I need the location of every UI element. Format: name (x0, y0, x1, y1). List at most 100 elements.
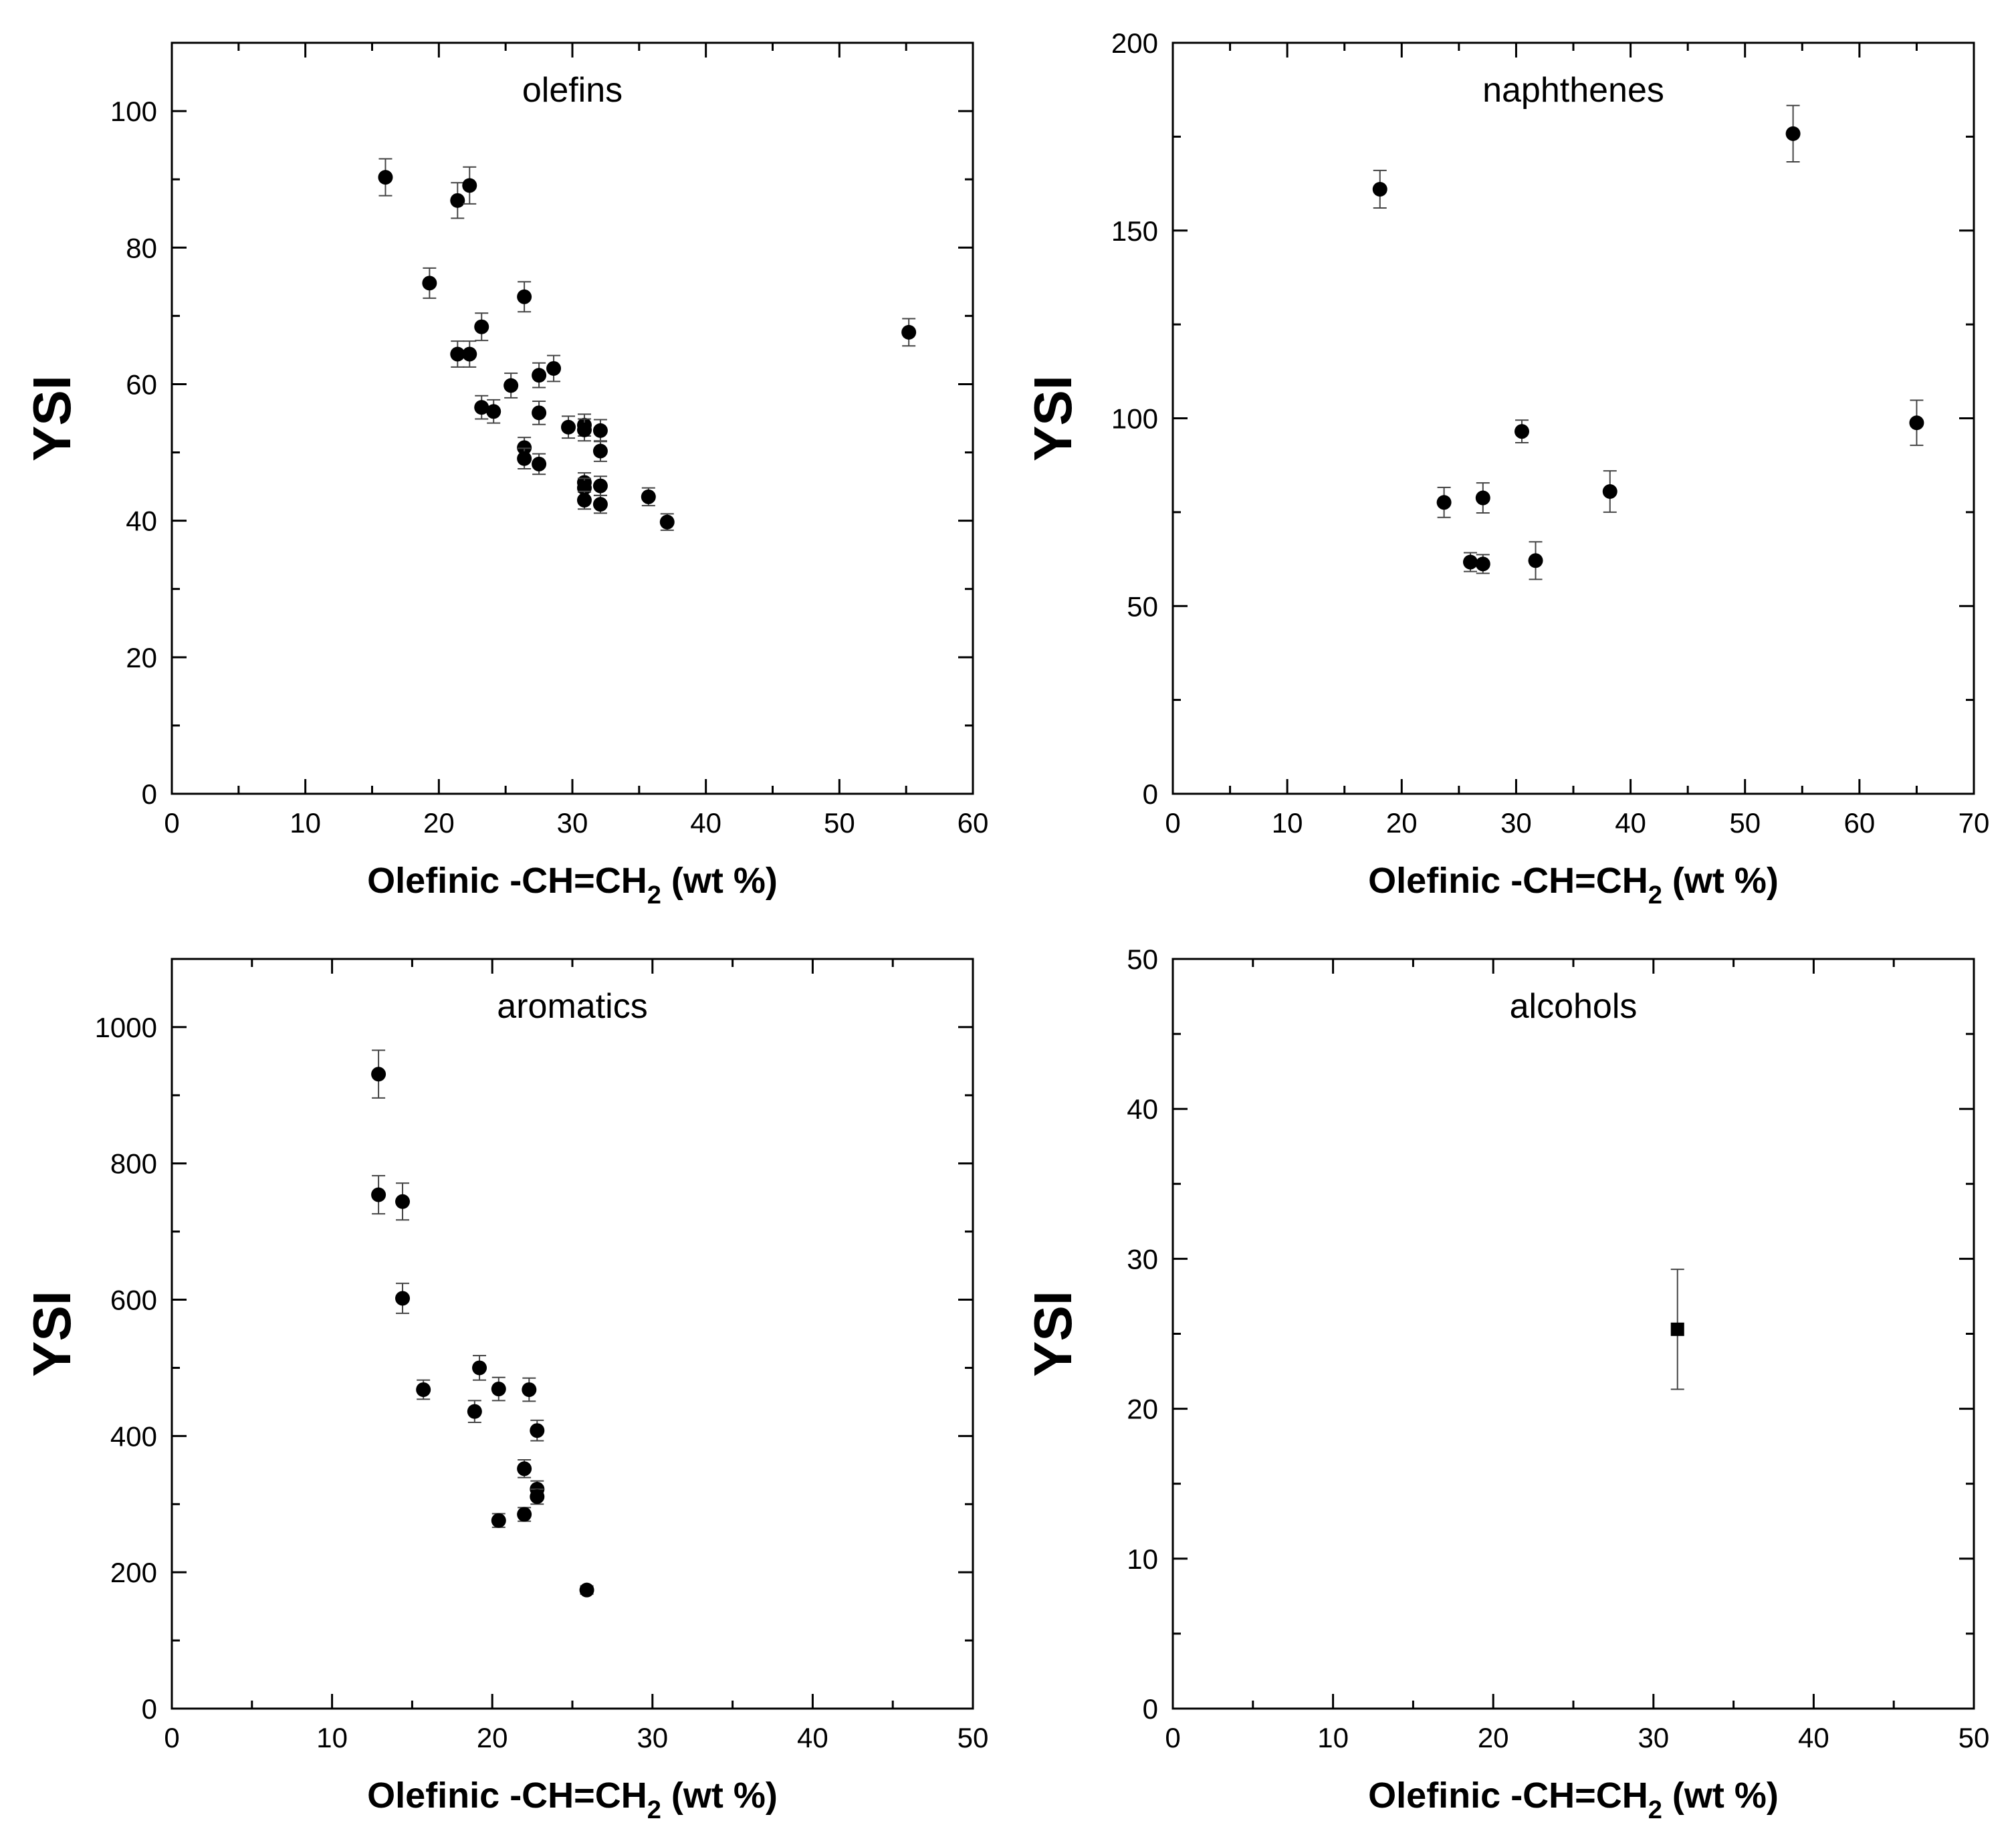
data-point (1528, 553, 1543, 568)
data-point (522, 1382, 537, 1398)
x-tick-label: 50 (1958, 1722, 1990, 1753)
y-tick-label: 0 (1143, 778, 1158, 810)
data-point (592, 423, 608, 438)
y-tick-label: 20 (1127, 1394, 1158, 1425)
y-tick-label: 200 (110, 1557, 157, 1588)
panel-title: naphthenes (1482, 71, 1664, 110)
x-tick-label: 20 (1386, 807, 1418, 839)
y-tick-label: 50 (1127, 590, 1158, 622)
data-point (579, 1582, 594, 1598)
data-point (530, 1489, 545, 1505)
y-tick-label: 0 (142, 778, 157, 810)
data-point (1475, 490, 1490, 506)
y-tick-label: 40 (1127, 1093, 1158, 1125)
x-tick-label: 30 (557, 807, 588, 839)
data-point (517, 451, 532, 466)
y-tick-label: 800 (110, 1148, 157, 1180)
y-tick-label: 1000 (95, 1012, 157, 1043)
data-point (546, 360, 562, 376)
x-tick-label: 20 (477, 1722, 508, 1753)
x-axis-label: Olefinic -CH=CH2 (wt %) (1368, 1775, 1779, 1824)
data-point (641, 489, 656, 504)
data-point (503, 378, 519, 393)
plot-frame (171, 41, 974, 795)
x-tick-label: 40 (1615, 807, 1646, 839)
data-point (1602, 483, 1617, 499)
y-tick-label: 0 (1143, 1693, 1158, 1725)
x-tick-label: 10 (1317, 1722, 1349, 1753)
data-point (530, 1423, 545, 1438)
data-point (592, 497, 608, 512)
data-point (416, 1382, 431, 1398)
olefins-panel: 0 10 20 30 40 50 60 0 20 40 60 80 100 olefins Olefinic… (22, 41, 988, 909)
y-tick-label: 40 (126, 506, 157, 537)
data-point (378, 170, 393, 185)
y-axis-label: YSI (1023, 1291, 1083, 1377)
x-tick-label: 50 (958, 1722, 989, 1753)
panel-title: aromatics (497, 987, 647, 1026)
x-tick-label: 0 (1165, 807, 1180, 839)
y-tick-label: 150 (1111, 215, 1158, 247)
data-point (532, 456, 547, 471)
x-tick-label: 30 (637, 1722, 668, 1753)
data-point (491, 1513, 506, 1528)
data-point (576, 493, 592, 508)
y-axis-label: YSI (22, 375, 82, 461)
x-tick-label: 10 (316, 1722, 348, 1753)
x-tick-label: 70 (1958, 807, 1990, 839)
data-point (1372, 181, 1387, 197)
y-tick-label: 400 (110, 1420, 157, 1452)
data-point (1670, 1322, 1684, 1336)
data-point (467, 1404, 482, 1419)
y-tick-label: 600 (110, 1285, 157, 1316)
data-point (1909, 415, 1924, 431)
data-point (561, 419, 576, 435)
naphthenes-panel: 0 10 20 30 40 50 60 70 0 50 100 150 200 naphthenes Ole… (1023, 27, 1989, 909)
x-axis-label: Olefinic -CH=CH2 (wt %) (1368, 861, 1779, 909)
data-point (517, 289, 532, 304)
y-tick-label: 100 (110, 96, 157, 127)
x-axis-label: Olefinic -CH=CH2 (wt %) (367, 861, 778, 909)
data-point (517, 1507, 532, 1522)
data-point (395, 1291, 411, 1306)
data-point (592, 443, 608, 459)
plot-frame (1171, 958, 1975, 1710)
panel-title: alcohols (1510, 987, 1638, 1026)
y-tick-label: 0 (142, 1693, 157, 1725)
x-tick-label: 60 (1843, 807, 1875, 839)
x-tick-label: 50 (1729, 807, 1761, 839)
y-tick-label: 100 (1111, 403, 1158, 435)
aromatics-panel: 0 10 20 30 40 50 0 200 400 600 800 1000 aromatics Ole… (22, 958, 989, 1824)
x-tick-label: 40 (1798, 1722, 1829, 1753)
data-point (1436, 495, 1452, 510)
x-tick-label: 30 (1500, 807, 1532, 839)
plot-frame (171, 958, 974, 1710)
data-point (491, 1382, 506, 1397)
data-point (422, 276, 437, 291)
data-point (659, 514, 675, 530)
y-tick-label: 60 (126, 368, 157, 400)
data-point (371, 1067, 386, 1082)
data-point (901, 324, 917, 340)
x-axis-label: Olefinic -CH=CH2 (wt %) (367, 1775, 778, 1824)
x-tick-label: 10 (290, 807, 321, 839)
data-point (532, 368, 547, 383)
x-tick-label: 40 (690, 807, 721, 839)
y-tick-label: 80 (126, 232, 157, 263)
panel-title: olefins (522, 71, 623, 110)
data-point (474, 400, 489, 415)
x-tick-label: 40 (797, 1722, 828, 1753)
data-point (517, 440, 532, 455)
data-point (1462, 554, 1478, 570)
x-tick-label: 20 (1478, 1722, 1509, 1753)
x-tick-label: 0 (164, 807, 179, 839)
data-point (532, 405, 547, 421)
x-tick-label: 10 (1272, 807, 1303, 839)
data-point (462, 346, 477, 362)
y-axis-label: YSI (22, 1291, 82, 1377)
x-tick-label: 20 (423, 807, 455, 839)
alcohols-panel: 0 10 20 30 40 50 0 10 20 30 40 50 alcohols Olefinic -… (1023, 944, 1989, 1824)
data-point (517, 1461, 532, 1477)
data-point (1475, 556, 1490, 572)
data-point (1514, 424, 1529, 439)
